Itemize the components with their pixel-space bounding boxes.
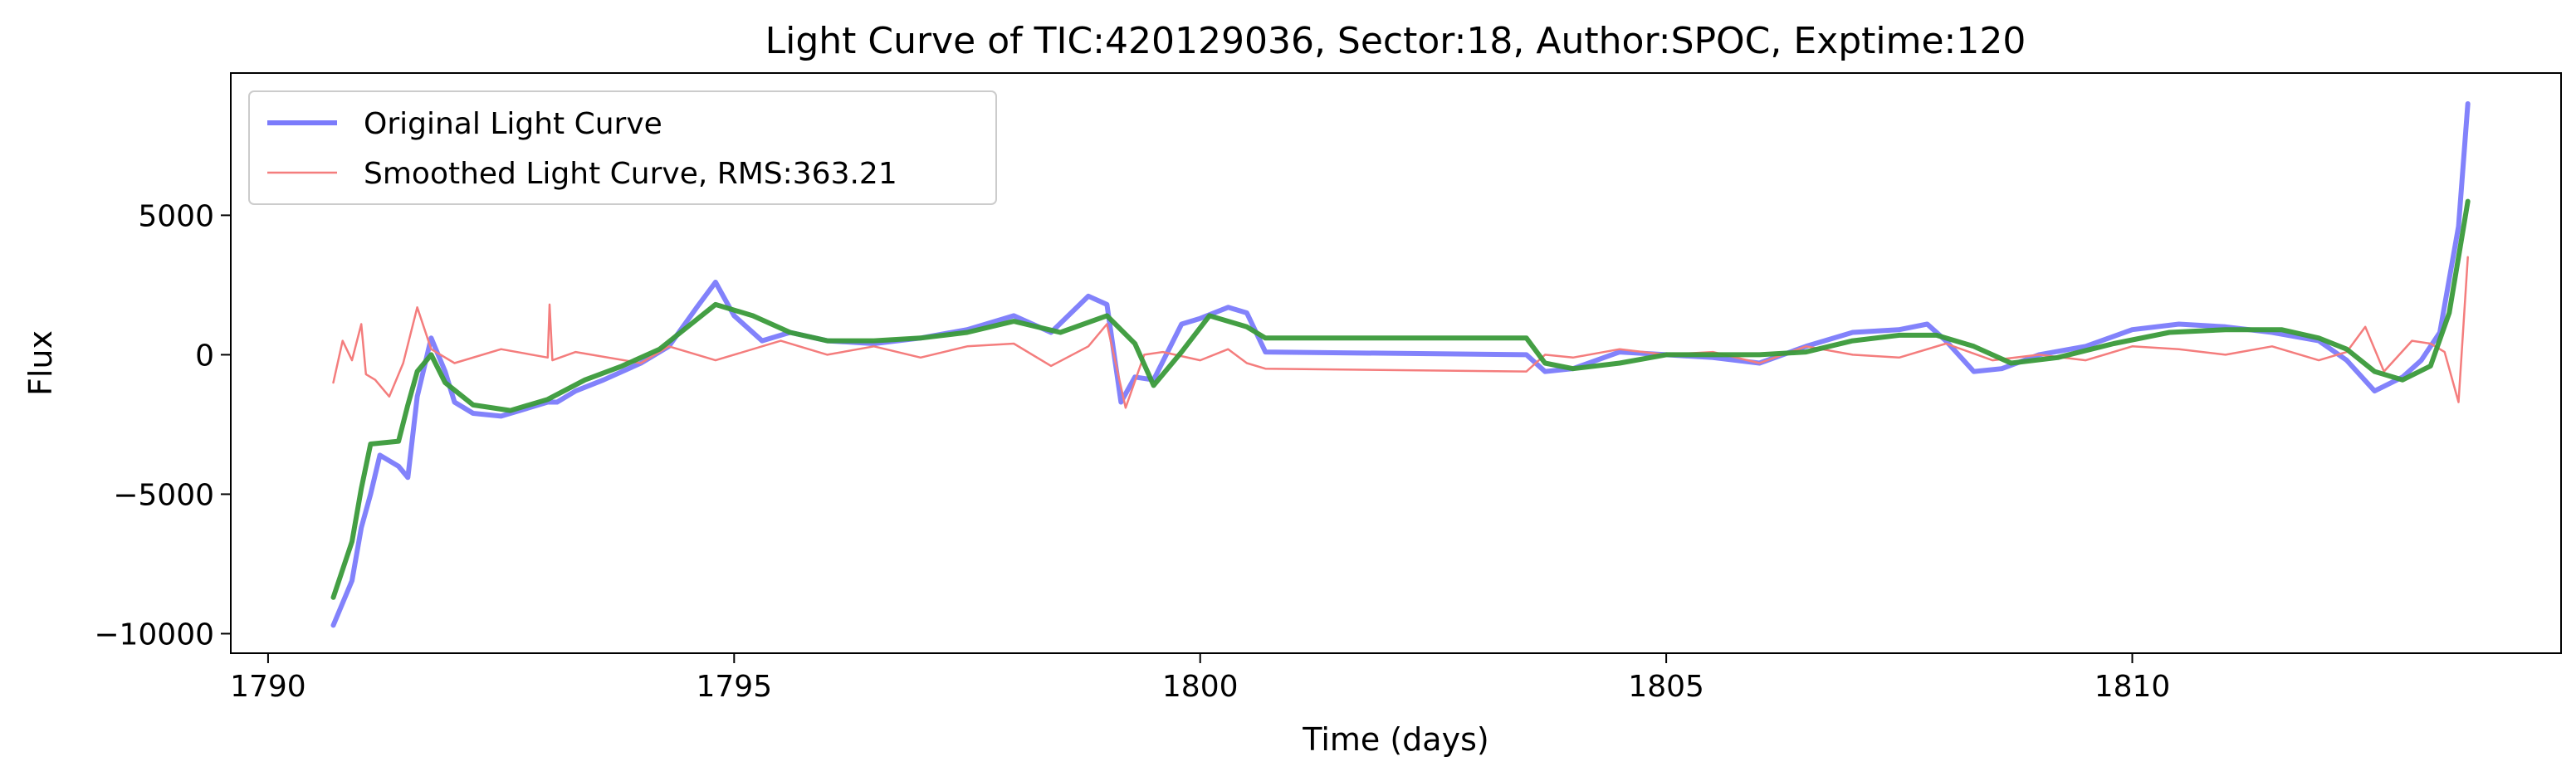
y-tick-label: −10000: [94, 617, 214, 652]
y-tick-label: 0: [195, 339, 214, 373]
series-original-line: [330, 101, 2471, 628]
x-tick-label: 1800: [1162, 670, 1239, 704]
x-axis-label: Time (days): [1302, 721, 1488, 758]
x-tick-label: 1805: [1628, 670, 1704, 704]
series-trend-line: [330, 198, 2471, 600]
legend-box: [248, 90, 997, 205]
y-axis-label: Flux: [22, 330, 59, 396]
y-tick-label: −5000: [113, 478, 214, 512]
legend-label-smoothed: Smoothed Light Curve, RMS:363.21: [364, 157, 897, 191]
y-tick-label: 5000: [138, 199, 214, 233]
legend-label-original: Original Light Curve: [364, 107, 662, 141]
x-tick-label: 1790: [230, 670, 306, 704]
x-tick-label: 1810: [2095, 670, 2171, 704]
series-smoothed-line: [332, 256, 2469, 409]
legend: Original Light Curve Smoothed Light Curv…: [248, 90, 997, 205]
plot-frame: [230, 72, 2562, 654]
x-tick-label: 1795: [696, 670, 772, 704]
chart-title: Light Curve of TIC:420129036, Sector:18,…: [765, 20, 2026, 62]
